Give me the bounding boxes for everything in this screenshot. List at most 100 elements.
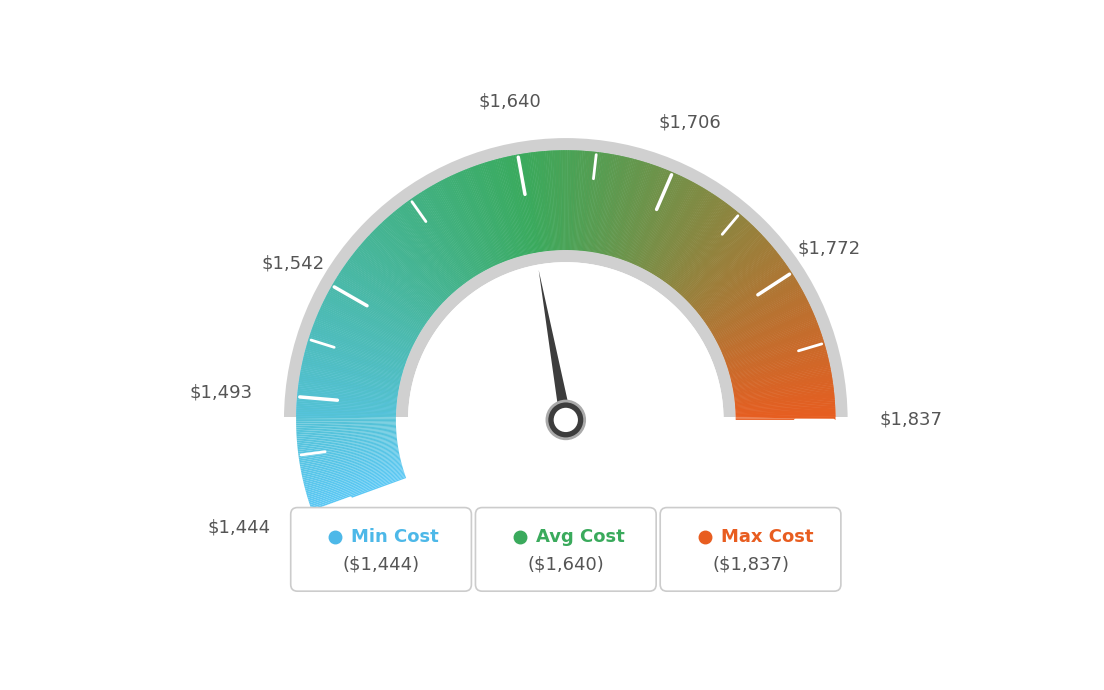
Wedge shape xyxy=(670,207,732,286)
Wedge shape xyxy=(594,154,612,253)
Wedge shape xyxy=(701,257,782,318)
Wedge shape xyxy=(522,154,539,253)
Wedge shape xyxy=(686,229,757,301)
Wedge shape xyxy=(317,316,408,355)
Wedge shape xyxy=(316,317,408,356)
Wedge shape xyxy=(651,187,703,274)
Wedge shape xyxy=(458,172,499,264)
Wedge shape xyxy=(312,326,406,362)
Wedge shape xyxy=(564,150,566,250)
Wedge shape xyxy=(659,195,716,279)
Wedge shape xyxy=(390,215,456,291)
Wedge shape xyxy=(302,362,400,384)
Wedge shape xyxy=(492,160,520,257)
Wedge shape xyxy=(309,335,404,367)
Wedge shape xyxy=(677,216,743,292)
Wedge shape xyxy=(490,161,519,257)
Wedge shape xyxy=(716,296,806,343)
Wedge shape xyxy=(690,235,764,304)
Wedge shape xyxy=(698,249,776,313)
Wedge shape xyxy=(326,296,415,343)
Wedge shape xyxy=(728,335,822,367)
Wedge shape xyxy=(328,292,416,340)
Wedge shape xyxy=(305,463,402,491)
Wedge shape xyxy=(722,315,815,355)
Wedge shape xyxy=(427,188,479,274)
Wedge shape xyxy=(591,153,607,252)
Wedge shape xyxy=(666,201,725,283)
Wedge shape xyxy=(618,164,651,259)
Wedge shape xyxy=(296,421,396,424)
Wedge shape xyxy=(627,168,665,262)
Wedge shape xyxy=(309,337,404,368)
Wedge shape xyxy=(719,304,810,348)
Wedge shape xyxy=(307,342,403,372)
Wedge shape xyxy=(445,178,490,268)
Wedge shape xyxy=(659,194,714,278)
Wedge shape xyxy=(308,470,404,502)
Wedge shape xyxy=(348,260,429,320)
Wedge shape xyxy=(658,193,713,277)
Wedge shape xyxy=(731,355,828,380)
Wedge shape xyxy=(566,150,567,250)
Wedge shape xyxy=(486,162,517,257)
Wedge shape xyxy=(375,228,446,299)
Wedge shape xyxy=(459,171,500,264)
Wedge shape xyxy=(359,246,436,310)
Wedge shape xyxy=(364,239,439,307)
Wedge shape xyxy=(482,163,514,258)
Wedge shape xyxy=(639,177,684,267)
Wedge shape xyxy=(708,273,793,328)
Wedge shape xyxy=(467,168,505,262)
Wedge shape xyxy=(304,357,401,381)
Wedge shape xyxy=(543,151,553,250)
Wedge shape xyxy=(297,403,396,411)
Wedge shape xyxy=(357,248,435,313)
Wedge shape xyxy=(484,162,516,258)
Wedge shape xyxy=(672,210,736,288)
Wedge shape xyxy=(505,157,528,255)
Wedge shape xyxy=(729,342,825,372)
Wedge shape xyxy=(720,305,810,348)
Wedge shape xyxy=(296,408,396,413)
Wedge shape xyxy=(298,437,397,450)
Wedge shape xyxy=(735,400,835,408)
Wedge shape xyxy=(317,315,410,355)
Wedge shape xyxy=(720,306,811,350)
Wedge shape xyxy=(315,319,408,357)
Wedge shape xyxy=(611,159,638,256)
Wedge shape xyxy=(310,331,405,365)
Wedge shape xyxy=(450,175,495,266)
Wedge shape xyxy=(733,369,831,389)
Wedge shape xyxy=(307,466,403,496)
Wedge shape xyxy=(681,222,751,296)
Wedge shape xyxy=(599,156,622,254)
Wedge shape xyxy=(331,285,418,336)
Wedge shape xyxy=(485,162,516,258)
Wedge shape xyxy=(469,168,507,262)
Wedge shape xyxy=(712,282,798,334)
Wedge shape xyxy=(704,264,787,323)
Wedge shape xyxy=(734,386,834,400)
Wedge shape xyxy=(454,174,497,265)
Wedge shape xyxy=(376,227,447,299)
Wedge shape xyxy=(721,308,811,351)
Wedge shape xyxy=(486,161,517,257)
Wedge shape xyxy=(635,174,678,265)
Wedge shape xyxy=(580,151,590,250)
Wedge shape xyxy=(552,150,559,250)
Wedge shape xyxy=(735,395,835,406)
Wedge shape xyxy=(315,321,407,358)
Wedge shape xyxy=(582,151,593,251)
Wedge shape xyxy=(566,150,567,250)
Wedge shape xyxy=(693,241,769,308)
Wedge shape xyxy=(535,152,548,251)
Wedge shape xyxy=(667,203,728,284)
Wedge shape xyxy=(319,308,411,351)
Wedge shape xyxy=(309,335,404,367)
Text: $1,493: $1,493 xyxy=(190,384,253,402)
Wedge shape xyxy=(408,200,468,282)
Wedge shape xyxy=(443,179,489,269)
Wedge shape xyxy=(523,153,540,252)
Wedge shape xyxy=(650,186,702,273)
